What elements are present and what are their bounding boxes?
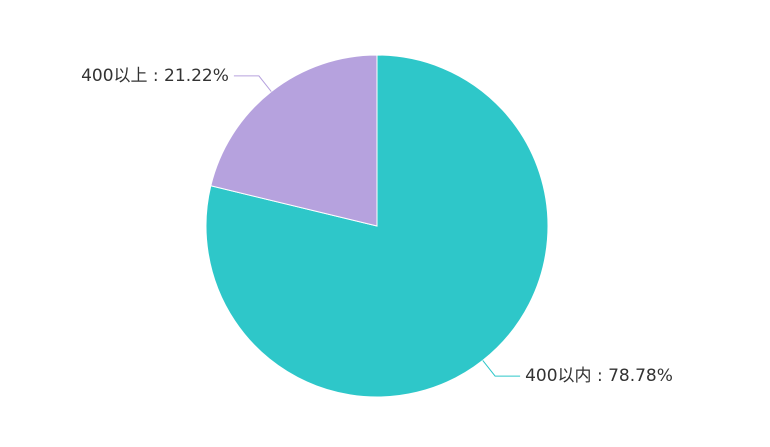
- label-line: [482, 360, 521, 377]
- data-label: 400以上 : 21.22%: [81, 66, 229, 86]
- label-line: [233, 75, 272, 92]
- data-label: 400以内 : 78.78%: [525, 366, 673, 386]
- pie-slice: [210, 54, 378, 227]
